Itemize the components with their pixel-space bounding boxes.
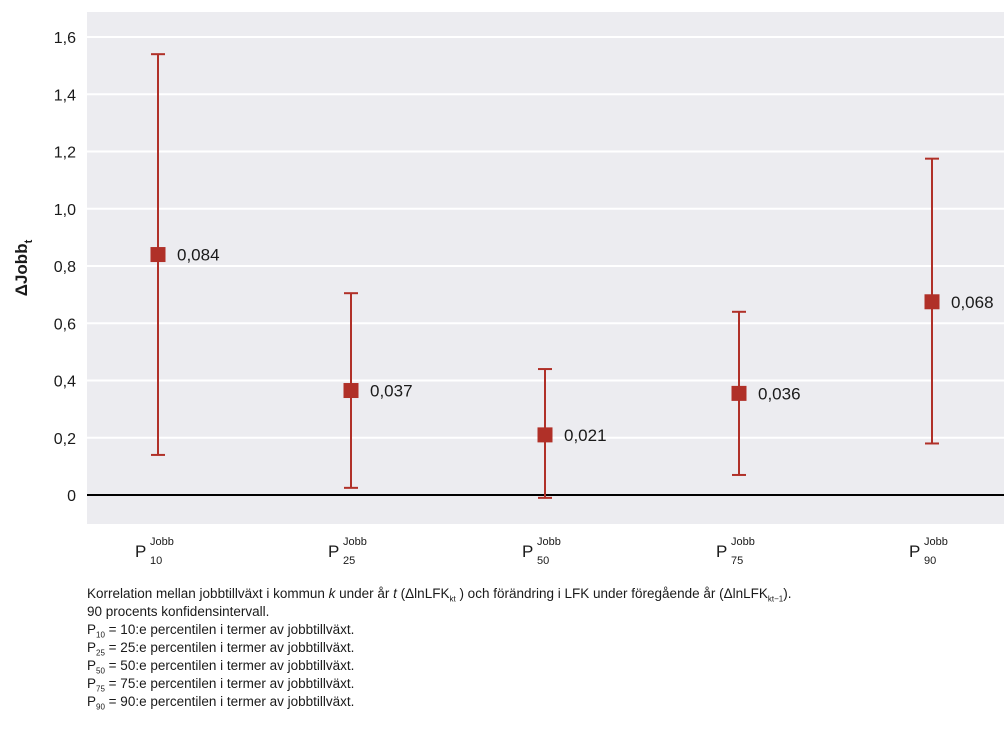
y-axis-title-sub: t [23,239,35,243]
x-tick-main: P [716,542,727,561]
def-subscript: 25 [96,648,105,658]
note-subscript: kt−1 [767,594,784,604]
x-tick-sup: Jobb [537,536,561,548]
note-text: ). [783,586,792,601]
note-text: Korrelation mellan jobbtillväxt i kommun [87,586,329,601]
def-text: = 90:e percentilen i termer av jobbtillv… [104,694,355,709]
def-subscript: 10 [96,630,105,640]
percentile-definition: P90 = 90:e percentilen i termer av jobbt… [87,693,997,711]
markers [150,247,940,443]
y-tick-label: 1,6 [54,30,76,47]
x-tick-sup: Jobb [924,536,948,548]
y-tick-label: 0 [67,488,76,505]
y-tick-label: 1,4 [54,87,76,104]
y-axis-title: ΔJobbt [12,239,35,296]
y-tick-label: 0,6 [54,316,76,333]
x-tick-sup: Jobb [343,536,367,548]
x-tick-label: P Jobb 90 [909,536,948,567]
x-tick-main: P [135,542,146,561]
data-label: 0,037 [370,382,413,401]
x-tick-main: P [909,542,920,561]
x-tick-main: P [522,542,533,561]
def-subscript: 50 [96,666,105,676]
x-tick-sup: Jobb [731,536,755,548]
note-subscript: kt [449,594,456,604]
percentile-definition: P50 = 50:e percentilen i termer av jobbt… [87,657,997,675]
data-point-marker [924,294,940,310]
percentile-definitions: P10 = 10:e percentilen i termer av jobbt… [87,621,997,711]
note-text: ) och förändring i LFK under föregående … [455,586,768,601]
data-label: 0,021 [564,426,607,445]
note-var-k: k [328,586,336,601]
x-tick-sub: 10 [150,555,162,567]
note-line-1: Korrelation mellan jobbtillväxt i kommun… [87,585,997,603]
x-tick-main: P [328,542,339,561]
data-point-marker [343,383,359,399]
x-tick-sup: Jobb [150,536,174,548]
def-text: = 50:e percentilen i termer av jobbtillv… [104,658,355,673]
note-text: (ΔlnLFK [396,586,450,601]
def-text: = 75:e percentilen i termer av jobbtillv… [104,676,355,691]
data-label: 0,068 [951,293,994,312]
def-subscript: 90 [96,702,105,712]
def-symbol: P [87,658,97,673]
x-tick-label: P Jobb 10 [135,536,174,567]
data-labels: 0,084 0,037 0,021 0,036 0,068 [177,246,994,445]
x-tick-sub: 50 [537,555,549,567]
x-tick-label: P Jobb 25 [328,536,367,567]
y-tick-label: 1,2 [54,145,76,162]
y-tick-label: 0,4 [54,374,76,391]
data-point-marker [150,247,166,263]
y-tick-labels: 0 0,2 0,4 0,6 0,8 1,0 1,2 1,4 1,6 [54,30,76,505]
note-var-t: t [393,586,397,601]
def-symbol: P [87,694,97,709]
def-symbol: P [87,676,97,691]
def-text: = 25:e percentilen i termer av jobbtillv… [104,640,355,655]
y-tick-label: 1,0 [54,202,76,219]
data-label: 0,036 [758,384,801,403]
y-axis-title-main: ΔJobb [12,243,31,296]
def-symbol: P [87,640,97,655]
data-point-marker [537,427,553,443]
chart: 0 0,2 0,4 0,6 0,8 1,0 1,2 1,4 1,6 0,084 0,037 0,02… [12,12,1004,567]
y-tick-label: 0,2 [54,431,76,448]
x-tick-sub: 25 [343,555,355,567]
x-tick-labels: P Jobb 10 P Jobb 25 P Jobb 50 P Jobb 75 P Jobb 90 [135,536,948,567]
x-tick-sub: 90 [924,555,936,567]
data-point-marker [731,385,747,401]
x-tick-label: P Jobb 50 [522,536,561,567]
percentile-definition: P25 = 25:e percentilen i termer av jobbt… [87,639,997,657]
y-tick-label: 0,8 [54,259,76,276]
percentile-definition: P75 = 75:e percentilen i termer av jobbt… [87,675,997,693]
data-label: 0,084 [177,246,220,265]
note-line-2: 90 procents konfidensintervall. [87,604,270,619]
chart-notes: Korrelation mellan jobbtillväxt i kommun… [87,585,997,711]
note-text: under år [335,586,394,601]
def-text: = 10:e percentilen i termer av jobbtillv… [104,622,355,637]
percentile-definition: P10 = 10:e percentilen i termer av jobbt… [87,621,997,639]
def-symbol: P [87,622,97,637]
def-subscript: 75 [96,684,105,694]
x-tick-label: P Jobb 75 [716,536,755,567]
x-tick-sub: 75 [731,555,743,567]
